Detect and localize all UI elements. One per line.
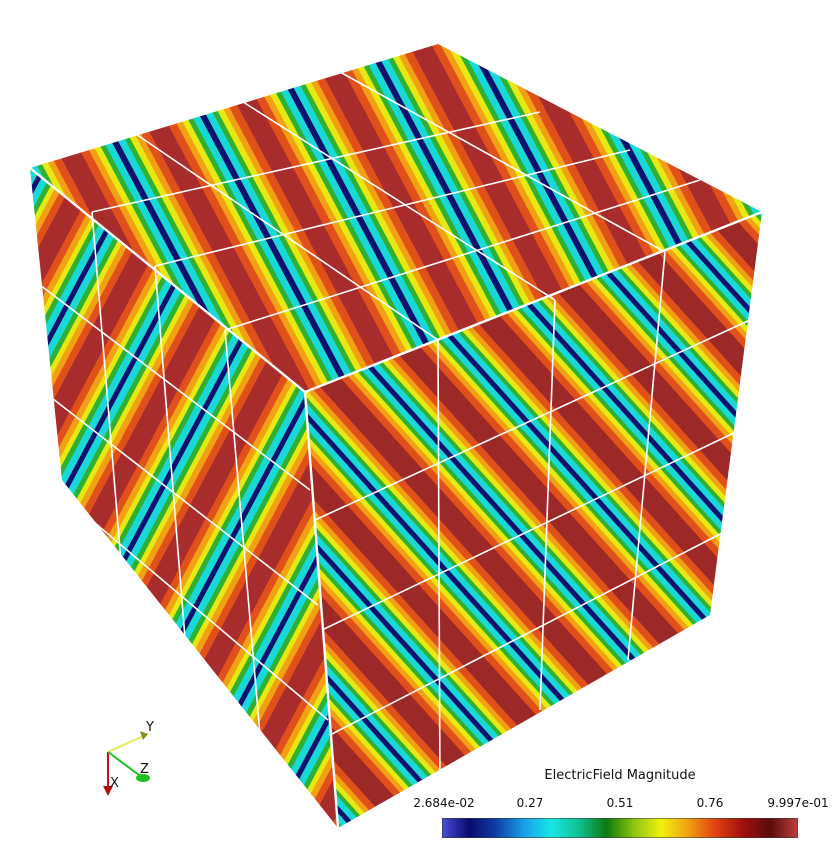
axis-z-arrow-icon xyxy=(136,774,150,782)
colorbar xyxy=(442,818,798,838)
axis-z-label: Z xyxy=(140,762,149,777)
axis-z-line xyxy=(107,751,144,779)
axis-x-arrow-icon xyxy=(103,786,113,796)
colorbar-title: ElectricField Magnitude xyxy=(544,768,696,783)
axis-x-label: X xyxy=(110,776,119,791)
cube-top-face xyxy=(30,44,762,392)
mesh-grid-lines xyxy=(29,71,763,829)
axis-y-arrow-icon xyxy=(140,731,148,740)
cube-right-face xyxy=(305,212,762,828)
axis-y-label: Y xyxy=(146,720,154,735)
colorbar-tick-label: 0.76 xyxy=(696,796,724,810)
colorbar-tick-label: 2.684e-02 xyxy=(413,796,475,810)
colorbar-tick-label: 0.27 xyxy=(516,796,544,810)
axis-y-line xyxy=(107,733,149,753)
colorbar-tick-label: 9.997e-01 xyxy=(767,796,829,810)
orientation-axes xyxy=(103,731,150,796)
colorbar-tick-label: 0.51 xyxy=(606,796,634,810)
colorbar-gradient xyxy=(442,818,798,838)
